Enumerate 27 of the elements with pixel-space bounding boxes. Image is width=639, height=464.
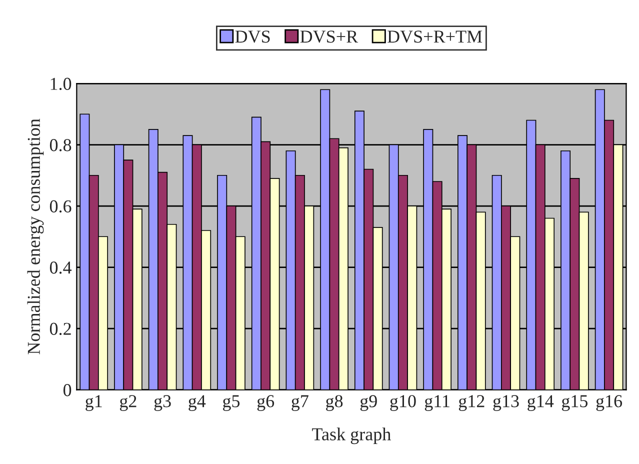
- x-tick-label: g16: [596, 395, 622, 411]
- x-tick-label: g14: [528, 395, 554, 411]
- y-tick-label: 0: [63, 384, 72, 396]
- x-tick-label: g3: [154, 395, 171, 411]
- x-tick-label: g13: [493, 395, 519, 411]
- x-tick-label: g8: [326, 395, 343, 411]
- x-tick-label: g10: [390, 395, 416, 411]
- x-tick-label: g12: [458, 395, 484, 411]
- y-tick-label: 0.2: [50, 322, 71, 336]
- y-tick-label: 1.0: [50, 78, 72, 90]
- y-tick-label: 0.8: [50, 139, 72, 152]
- x-tick-label: g15: [562, 395, 588, 411]
- y-tick-label: 0.6: [50, 200, 72, 213]
- x-tick-label: g6: [257, 395, 274, 411]
- x-tick-label: g11: [424, 395, 450, 411]
- legend-label: DVS: [235, 30, 270, 43]
- x-tick-label: g4: [188, 395, 206, 411]
- x-tick-label: g5: [222, 395, 240, 411]
- y-tick-label: 0.4: [50, 262, 72, 274]
- x-tick-label: g1: [86, 395, 102, 411]
- x-axis-title: Task graph: [312, 428, 391, 444]
- x-tick-label: g7: [292, 395, 308, 411]
- legend-label: DVS+R: [300, 30, 358, 43]
- x-tick-label: g2: [120, 395, 136, 411]
- x-tick-label: g9: [360, 395, 377, 411]
- legend-label: DVS+R+TM: [388, 30, 482, 43]
- y-axis-title: Normalized energy consumption: [27, 118, 44, 354]
